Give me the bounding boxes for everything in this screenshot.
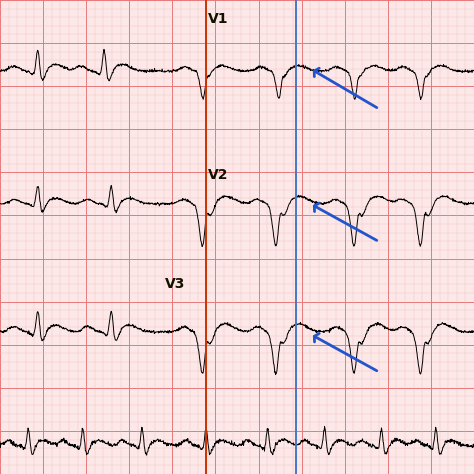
Text: V1: V1	[208, 12, 228, 26]
Text: V2: V2	[208, 168, 228, 182]
Text: V3: V3	[165, 277, 185, 292]
